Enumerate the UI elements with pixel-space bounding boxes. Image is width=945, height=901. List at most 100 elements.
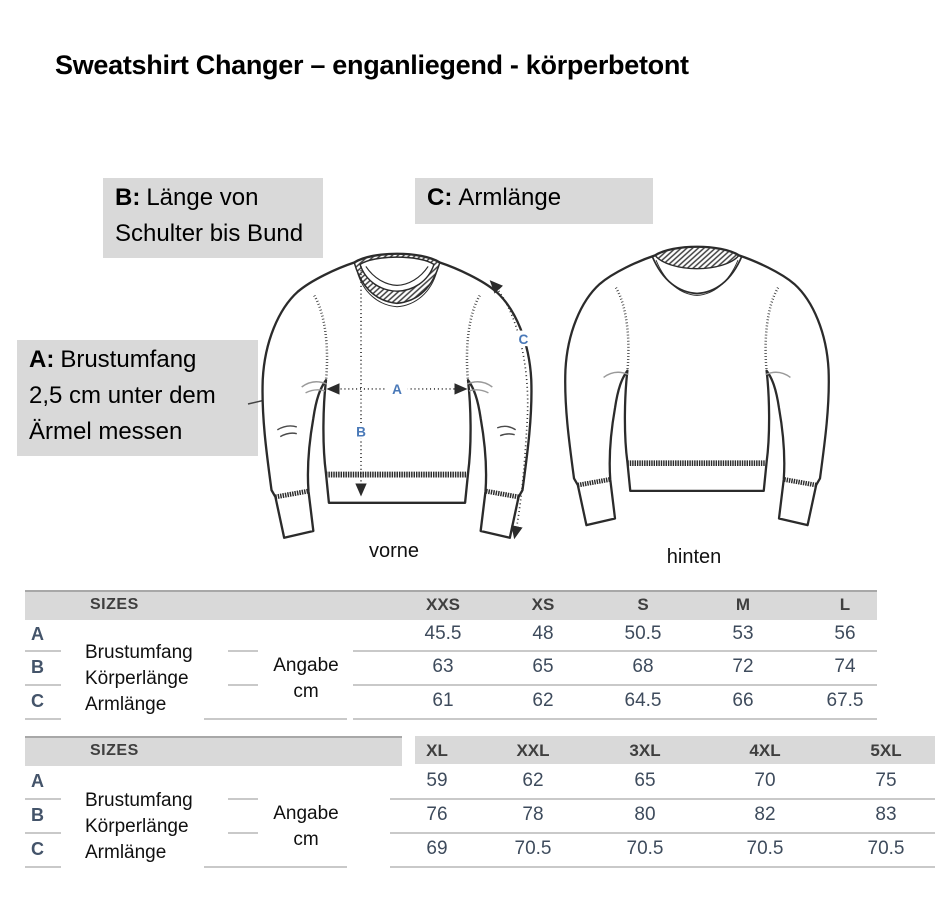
table2-letter-a-underline bbox=[25, 798, 61, 800]
table1-letter-c-underline bbox=[25, 718, 61, 720]
table-cell: 83 bbox=[875, 804, 897, 825]
callout-b-letter: B: bbox=[115, 184, 141, 211]
table-cell: 50.5 bbox=[624, 623, 662, 644]
table2-letter-b-underline bbox=[25, 832, 61, 834]
table1-row-c-line bbox=[353, 718, 877, 720]
table2-label-armlaenge: Armlänge bbox=[85, 842, 167, 863]
back-right-cuff-seam bbox=[783, 477, 817, 488]
table2-unit-cell-underline bbox=[204, 866, 347, 868]
table-cell: 76 bbox=[426, 804, 448, 825]
table1-row-a-line bbox=[353, 650, 877, 652]
back-left-cuff-seam bbox=[577, 477, 611, 488]
table-cell: 59 bbox=[426, 770, 448, 791]
back-right-armpit-wrinkle bbox=[765, 371, 791, 378]
table2-col-4xl: 4XL bbox=[749, 741, 781, 760]
callout-a: A: Brustumfang 2,5 cm unter dem Ärmel mes… bbox=[17, 340, 258, 456]
table1-row-c-letter: C bbox=[31, 691, 44, 711]
sweatshirt-front-drawing: A B C bbox=[261, 252, 533, 540]
table2-row-b-letter: B bbox=[31, 805, 44, 825]
sweatshirt-back-drawing bbox=[564, 245, 830, 527]
table2-row-c-letter: C bbox=[31, 839, 44, 859]
callout-a-line2: 2,5 cm unter dem bbox=[29, 382, 216, 409]
table1-dash-2 bbox=[228, 684, 258, 686]
table2-header-band-right bbox=[415, 736, 935, 764]
table-cell: 78 bbox=[522, 804, 544, 825]
table-cell: 61 bbox=[432, 690, 454, 711]
table-cell: 65 bbox=[532, 656, 554, 677]
back-neckline-seam bbox=[651, 255, 743, 295]
table2-dash-1 bbox=[228, 798, 258, 800]
measure-b-label-bg bbox=[352, 423, 370, 439]
table-cell: 65 bbox=[634, 770, 656, 791]
front-figure-label: vorne bbox=[368, 540, 420, 562]
table-cell: 69 bbox=[426, 838, 448, 859]
table-cell: 45.5 bbox=[424, 623, 462, 644]
callout-a-line1: A: Brustumfang bbox=[29, 346, 197, 373]
table2-row-a-line bbox=[390, 798, 935, 800]
back-collar bbox=[654, 246, 740, 270]
table-cell: 62 bbox=[522, 770, 544, 791]
table1-letter-b-underline bbox=[25, 684, 61, 686]
callout-c-letter: C: bbox=[427, 184, 453, 211]
table2-row-b-line bbox=[390, 832, 935, 834]
callout-b-line2: Schulter bis Bund bbox=[115, 220, 304, 247]
measure-c-label-bg bbox=[515, 330, 533, 347]
back-figure-label: hinten bbox=[666, 546, 722, 568]
table-cell: 75 bbox=[875, 770, 897, 791]
front-left-elbow-mark bbox=[276, 425, 298, 438]
table-cell: 70 bbox=[754, 770, 776, 791]
measure-c-label: C bbox=[519, 332, 529, 347]
table-cell: 48 bbox=[532, 623, 554, 644]
table-cell: 70.5 bbox=[867, 838, 905, 859]
size-table-xxs-l: SIZES XXS XS S M L A B C Brustumfang Kör… bbox=[25, 590, 877, 724]
front-left-armpit-wrinkle bbox=[301, 381, 328, 394]
table1-col-l: L bbox=[839, 595, 851, 614]
table1-label-armlaenge: Armlänge bbox=[85, 694, 167, 715]
table-cell: 74 bbox=[834, 656, 856, 677]
front-collar bbox=[353, 253, 441, 305]
callout-c-line1: Armlänge bbox=[458, 184, 562, 211]
table-cell: 70.5 bbox=[514, 838, 552, 859]
table2-unit-cell: Angabe cm bbox=[273, 803, 339, 850]
table-cell: 70.5 bbox=[746, 838, 784, 859]
table1-dash-1 bbox=[228, 650, 258, 652]
table-cell: 67.5 bbox=[826, 690, 864, 711]
table1-label-koerperlaenge: Körperlänge bbox=[85, 668, 189, 689]
table-cell: 64.5 bbox=[624, 690, 662, 711]
table1-col-s: S bbox=[637, 595, 649, 614]
callout-a-letter: A: bbox=[29, 346, 55, 373]
table1-letter-a-underline bbox=[25, 650, 61, 652]
page-title: Sweatshirt Changer – enganliegend - körp… bbox=[55, 50, 689, 80]
callout-b-line1: B: Länge von bbox=[115, 184, 259, 211]
table2-sizes-header: SIZES bbox=[90, 742, 139, 759]
table1-label-brustumfang: Brustumfang bbox=[85, 642, 193, 663]
table1-row-b-line bbox=[353, 684, 877, 686]
table1-row-a-letter: A bbox=[31, 624, 44, 644]
table2-letter-c-underline bbox=[25, 866, 61, 868]
table1-header-band bbox=[25, 590, 877, 620]
table-cell: 53 bbox=[732, 623, 754, 644]
front-collar-inner-line bbox=[365, 266, 429, 286]
table2-label-brustumfang: Brustumfang bbox=[85, 790, 193, 811]
table-cell: 62 bbox=[532, 690, 554, 711]
table-cell: 63 bbox=[432, 656, 454, 677]
table-cell: 56 bbox=[834, 623, 856, 644]
front-collar-seam bbox=[356, 271, 438, 308]
table-cell: 82 bbox=[754, 804, 776, 825]
measure-a-label-bg bbox=[386, 380, 408, 396]
size-table-xl-5xl: SIZES XL XXL 3XL 4XL 5XL A B C Brustumfa… bbox=[25, 736, 935, 872]
back-left-armpit-wrinkle bbox=[603, 371, 629, 378]
table-cell: 72 bbox=[732, 656, 754, 677]
callout-b: B: Länge von Schulter bis Bund bbox=[103, 178, 323, 258]
table2-label-koerperlaenge: Körperlänge bbox=[85, 816, 189, 837]
front-left-cuff-seam bbox=[274, 488, 309, 500]
back-body-outline bbox=[564, 245, 830, 527]
table-cell: 70.5 bbox=[626, 838, 664, 859]
table2-col-xl: XL bbox=[426, 741, 448, 760]
table1-unit-cell-underline bbox=[204, 718, 347, 720]
table1-sizes-header: SIZES bbox=[90, 596, 139, 613]
table1-col-xs: XS bbox=[531, 595, 555, 614]
table1-row-b-letter: B bbox=[31, 657, 44, 677]
table2-col-xxl: XXL bbox=[516, 741, 550, 760]
table2-row-a-letter: A bbox=[31, 771, 44, 791]
